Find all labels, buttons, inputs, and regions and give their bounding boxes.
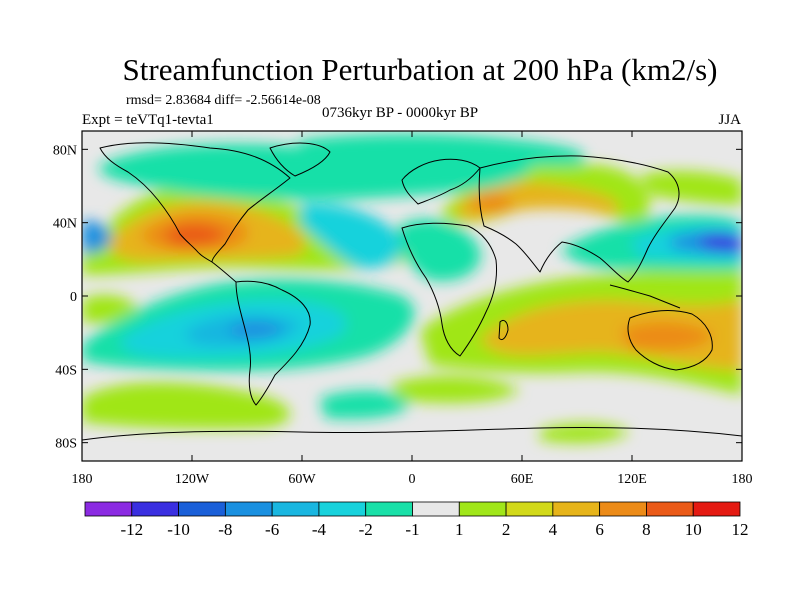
colorbar-segment <box>552 501 601 517</box>
colorbar-label: 10 <box>685 520 702 539</box>
map-area <box>82 131 742 461</box>
season-label: JJA <box>718 112 741 128</box>
positive-band-southern-ocean <box>82 382 290 429</box>
colorbar-label: -2 <box>359 520 373 539</box>
colorbar-label: -6 <box>265 520 279 539</box>
colorbar-segment <box>458 501 507 517</box>
coast-southeast-asia-islands <box>609 284 681 309</box>
x-tick-label: 180 <box>72 472 93 487</box>
coast-south-america <box>235 280 311 406</box>
coast-central-america <box>211 261 237 283</box>
coast-europe <box>401 158 481 205</box>
colorbar-segment <box>692 501 741 517</box>
colorbar-label: -4 <box>312 520 327 539</box>
colorbar-segment <box>505 501 554 517</box>
x-tick-label: 120W <box>175 472 210 487</box>
y-tick-label: 80S <box>55 437 77 452</box>
y-tick-label: 40S <box>55 363 77 378</box>
x-tick-label: 180 <box>732 472 753 487</box>
negative-core-east-pacific-west-edge <box>82 220 112 254</box>
positive-core-australia <box>620 322 715 351</box>
colorbar-label: -1 <box>405 520 419 539</box>
colorbar: -12 -10 -8 -6 -4 -2 -1 1 2 4 6 8 10 12 <box>84 501 749 539</box>
y-tick-label: 40N <box>53 217 77 232</box>
coast-north-america <box>99 142 291 263</box>
colorbar-label: 4 <box>549 520 558 539</box>
coast-greenland <box>269 142 331 177</box>
coast-madagascar <box>498 319 509 341</box>
coast-antarctica <box>82 426 742 441</box>
x-tick-label: 60E <box>511 472 534 487</box>
colorbar-segment <box>365 501 413 517</box>
positive-core-north-america-3 <box>165 224 226 246</box>
positive-core-indian-ocean <box>480 300 742 370</box>
colorbar-segment <box>131 501 179 517</box>
colorbar-label: 8 <box>642 520 651 539</box>
colorbar-segment <box>224 501 273 517</box>
time-period-label: 0736kyr BP - 0000kyr BP <box>322 105 479 121</box>
colorbar-label: -8 <box>218 520 232 539</box>
negative-band-africa-west <box>399 219 481 281</box>
x-axis: 180 120W 60W 0 60E 120E 180 <box>72 131 753 487</box>
colorbar-segment <box>646 501 694 517</box>
y-axis: 80N 40N 0 40S 80S <box>53 143 742 452</box>
stats-label: rmsd= 2.83684 diff= -2.56614e-08 <box>126 93 321 108</box>
colorbar-segment <box>599 501 647 517</box>
chart-title: Streamfunction Perturbation at 200 hPa (… <box>122 52 718 87</box>
colorbar-segment <box>178 501 226 517</box>
negative-band-arctic <box>300 133 586 166</box>
coastlines <box>82 142 742 441</box>
negative-core-east-asia-3 <box>700 234 742 251</box>
experiment-label: Expt = teVTq1-tevta1 <box>82 112 214 128</box>
colorbar-label: 1 <box>455 520 464 539</box>
colorbar-segment <box>318 501 367 517</box>
x-tick-label: 0 <box>409 472 416 487</box>
positive-band-east-pacific-north <box>640 170 742 205</box>
colorbar-label: -10 <box>167 520 190 539</box>
y-tick-label: 0 <box>70 290 77 305</box>
positive-band-south-atlantic <box>390 375 520 403</box>
colorbar-segment <box>271 501 320 517</box>
x-tick-label: 60W <box>288 472 316 487</box>
coast-asia <box>478 155 680 283</box>
colorbar-label: 12 <box>732 520 749 539</box>
coast-africa <box>401 222 497 357</box>
colorbar-segment <box>412 501 460 517</box>
coast-australia <box>627 310 713 371</box>
y-tick-label: 80N <box>53 143 77 158</box>
x-tick-label: 120E <box>617 472 647 487</box>
colorbar-segment <box>84 501 133 517</box>
positive-band-antarctic <box>540 423 630 444</box>
colorbar-label: -12 <box>120 520 143 539</box>
colorbar-label: 6 <box>595 520 604 539</box>
colorbar-label: 2 <box>502 520 511 539</box>
negative-band-southern-ocean <box>320 390 410 419</box>
negative-band-central-atlantic <box>300 204 403 269</box>
